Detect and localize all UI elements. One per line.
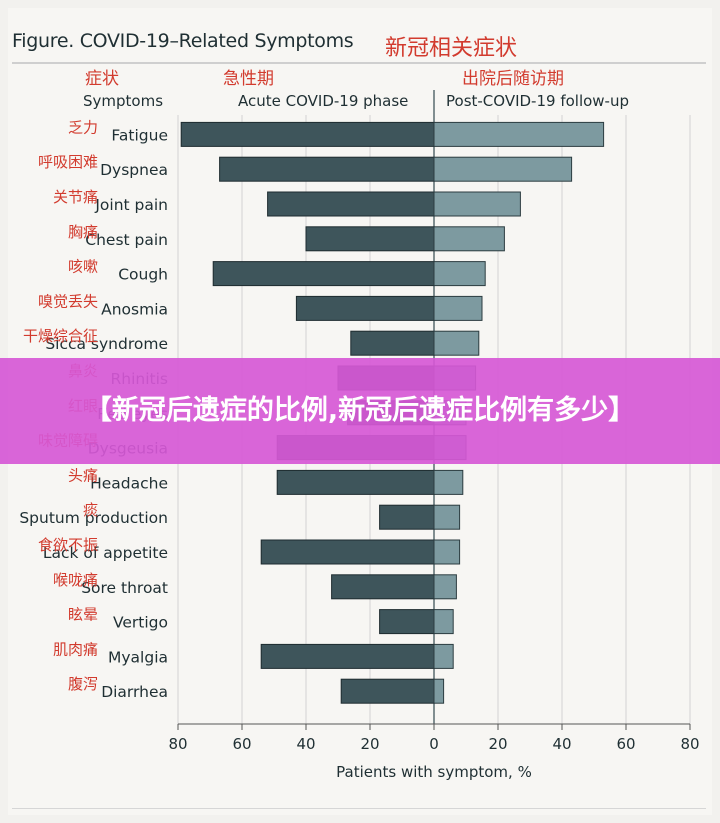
acute-header: Acute COVID-19 phase	[238, 92, 408, 110]
symptom-label-cn: 干燥综合征	[23, 327, 98, 345]
post-header-cn: 出院后随访期	[462, 69, 564, 89]
symptom-label-cn: 咳嗽	[68, 258, 98, 276]
post-bar	[433, 156, 573, 182]
post-bar	[433, 121, 605, 147]
figure-title: Figure. COVID-19–Related Symptoms	[12, 30, 354, 52]
x-tick-label: 60	[616, 735, 635, 753]
symptom-label: Diarrhea	[101, 683, 168, 701]
x-tick-label: 40	[552, 735, 571, 753]
title-divider	[12, 62, 706, 64]
post-bar	[433, 295, 483, 321]
x-tick-label: 20	[360, 735, 379, 753]
post-bar	[433, 539, 461, 565]
acute-bar	[305, 226, 435, 252]
x-tick-label: 60	[232, 735, 251, 753]
symptom-label-cn: 头痛	[68, 466, 98, 484]
acute-bar	[267, 191, 435, 217]
symptom-label: Headache	[90, 474, 168, 492]
acute-bar	[379, 504, 435, 530]
symptom-label: Sputum production	[19, 509, 168, 527]
symptom-label-cn: 食欲不振	[38, 536, 98, 554]
symptom-label: Sicca syndrome	[45, 335, 168, 353]
x-tick-label: 40	[296, 735, 315, 753]
symptom-label-cn: 乏力	[68, 118, 98, 136]
x-tick-label: 0	[429, 735, 439, 753]
acute-bar	[350, 330, 435, 356]
symptom-label: Lack of appetite	[43, 544, 168, 562]
post-bar	[433, 261, 486, 287]
symptom-label: Sore throat	[81, 579, 168, 597]
x-tick-label: 80	[168, 735, 187, 753]
x-tick-label: 20	[488, 735, 507, 753]
acute-bar	[276, 469, 435, 495]
figure-title-chinese: 新冠相关症状	[385, 36, 518, 61]
symptom-label-cn: 眩晕	[68, 606, 98, 624]
acute-bar	[331, 574, 435, 600]
x-tick-label: 80	[680, 735, 699, 753]
acute-bar	[212, 261, 435, 287]
post-bar	[433, 330, 480, 356]
symptom-label-cn: 胸痛	[68, 223, 98, 241]
symptom-label: Anosmia	[101, 300, 168, 318]
symptoms-header-cn: 症状	[85, 69, 119, 89]
acute-bar	[180, 121, 435, 147]
post-bar	[433, 643, 454, 669]
symptom-label-cn: 呼吸困难	[38, 153, 98, 171]
acute-bar	[219, 156, 435, 182]
symptom-label: Dyspnea	[100, 161, 168, 179]
acute-bar	[340, 678, 435, 704]
symptom-label-cn: 腹泻	[68, 675, 98, 693]
acute-header-cn: 急性期	[223, 69, 274, 89]
post-bar	[433, 678, 445, 704]
acute-bar	[295, 295, 435, 321]
symptom-label: Joint pain	[94, 196, 168, 214]
symptom-label-cn: 喉咙痛	[53, 571, 98, 589]
symptom-label: Fatigue	[111, 126, 168, 144]
post-bar	[433, 574, 457, 600]
symptom-label-cn: 肌肉痛	[53, 640, 98, 658]
post-header: Post-COVID-19 follow-up	[446, 92, 629, 110]
banner-text: 【新冠后遗症的比例,新冠后遗症比例有多少】	[84, 395, 636, 426]
acute-bar	[260, 643, 435, 669]
symptom-label: Vertigo	[113, 614, 168, 632]
symptoms-header: Symptoms	[83, 92, 163, 110]
overlay-banner[interactable]: 【新冠后遗症的比例,新冠后遗症比例有多少】	[0, 358, 720, 464]
x-axis-label: Patients with symptom, %	[336, 763, 532, 781]
symptom-label-cn: 关节痛	[53, 188, 98, 206]
acute-bar	[379, 609, 435, 635]
symptom-label-cn: 痰	[83, 501, 98, 519]
symptom-label: Chest pain	[85, 231, 168, 249]
symptom-label: Myalgia	[108, 648, 168, 666]
post-bar	[433, 609, 454, 635]
symptom-label: Cough	[118, 266, 168, 284]
post-bar	[433, 191, 521, 217]
symptom-label-cn: 嗅觉丢失	[38, 292, 98, 310]
post-bar	[433, 226, 505, 252]
post-bar	[433, 469, 464, 495]
post-bar	[433, 504, 461, 530]
bottom-divider	[12, 808, 706, 809]
acute-bar	[260, 539, 435, 565]
